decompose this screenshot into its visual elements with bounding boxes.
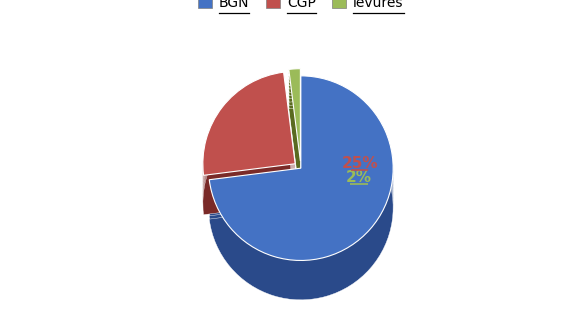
Wedge shape: [203, 105, 295, 208]
Text: 2%: 2%: [346, 170, 372, 185]
Wedge shape: [203, 89, 295, 192]
Wedge shape: [209, 76, 393, 260]
Wedge shape: [209, 102, 393, 287]
Wedge shape: [203, 72, 295, 175]
Wedge shape: [209, 112, 393, 297]
Wedge shape: [209, 109, 393, 293]
Wedge shape: [289, 92, 301, 184]
Wedge shape: [289, 108, 301, 200]
Wedge shape: [209, 92, 393, 277]
Legend: BGN, CGP, levures: BGN, CGP, levures: [193, 0, 409, 16]
Wedge shape: [209, 83, 393, 267]
Wedge shape: [203, 95, 295, 198]
Wedge shape: [203, 92, 295, 195]
Wedge shape: [289, 82, 301, 174]
Wedge shape: [203, 99, 295, 201]
Text: 25%: 25%: [342, 156, 378, 171]
Wedge shape: [289, 75, 301, 167]
Wedge shape: [289, 85, 301, 177]
Wedge shape: [203, 85, 295, 188]
Wedge shape: [289, 79, 301, 171]
Text: 73%: 73%: [314, 118, 350, 134]
Wedge shape: [289, 69, 301, 161]
Wedge shape: [203, 79, 295, 182]
Wedge shape: [209, 86, 393, 270]
Wedge shape: [203, 76, 295, 178]
Wedge shape: [289, 98, 301, 190]
Wedge shape: [289, 105, 301, 197]
Wedge shape: [209, 115, 393, 300]
Wedge shape: [203, 112, 295, 215]
Wedge shape: [289, 95, 301, 187]
Wedge shape: [209, 106, 393, 290]
Wedge shape: [289, 72, 301, 164]
Wedge shape: [209, 79, 393, 264]
Wedge shape: [203, 108, 295, 211]
Wedge shape: [289, 88, 301, 181]
Wedge shape: [209, 99, 393, 283]
Wedge shape: [289, 102, 301, 194]
Wedge shape: [203, 102, 295, 205]
Wedge shape: [209, 89, 393, 274]
Wedge shape: [203, 82, 295, 185]
Wedge shape: [209, 96, 393, 280]
